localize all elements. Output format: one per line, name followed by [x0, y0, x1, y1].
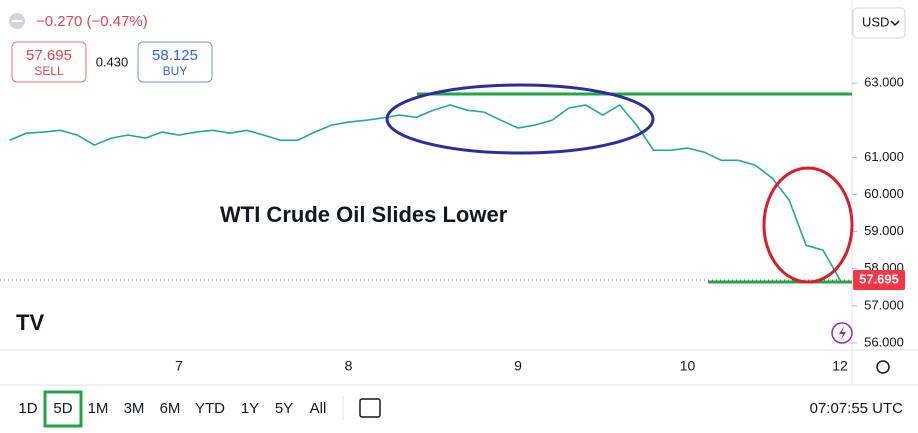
x-tick-label: 9 [514, 358, 522, 374]
buy-label: BUY [163, 64, 188, 78]
timeframe-button[interactable]: 1D [18, 400, 37, 417]
timeframe-button[interactable]: 6M [160, 400, 181, 417]
buy-button[interactable] [137, 41, 213, 83]
settings-button[interactable] [876, 360, 890, 374]
drop-ellipse [762, 166, 854, 284]
spread: 0.430 [96, 54, 129, 69]
sell-button[interactable] [11, 41, 87, 83]
timeframe-button[interactable]: 1M [88, 400, 109, 417]
y-tick-label: 56.000 [864, 334, 904, 349]
x-tick-label: 12 [832, 358, 848, 374]
chevron [890, 20, 900, 27]
y-tick-label: 57.000 [864, 297, 904, 312]
logo: TV [16, 310, 44, 335]
bolt [839, 326, 846, 340]
x-tick-label: 8 [345, 358, 353, 374]
buy-price: 58.125 [152, 47, 198, 64]
x-tick-label: 7 [175, 358, 183, 374]
y-tick-label: 60.000 [864, 186, 904, 201]
timeframe-button[interactable]: All [310, 400, 327, 417]
timeframe-button[interactable]: 1Y [241, 400, 259, 417]
timeframe-button[interactable]: YTD [195, 400, 225, 417]
timeframe-button[interactable]: 5Y [275, 400, 293, 417]
sell-price: 57.695 [26, 47, 72, 64]
price-line [9, 103, 841, 281]
y-tick-label: 63.000 [864, 75, 904, 90]
last-price-label: 57.695 [859, 271, 899, 286]
selected-frame [43, 390, 83, 428]
y-tick-label: 61.000 [864, 149, 904, 164]
y-tick-label: 59.000 [864, 223, 904, 238]
clock: 07:07:55 UTC [810, 400, 904, 417]
last-price-badge [853, 270, 905, 291]
sell-label: SELL [34, 64, 64, 78]
chart-annotation: WTI Crude Oil Slides Lower [220, 202, 508, 227]
range-ellipse [385, 83, 655, 155]
timeframe-button[interactable]: 5D [53, 400, 72, 417]
price-change: −0.270 (−0.47%) [36, 13, 148, 30]
currency: USD [862, 14, 889, 29]
timeframe-button[interactable]: 3M [124, 400, 145, 417]
currency-button[interactable] [852, 7, 906, 39]
collapse-icon [12, 20, 22, 22]
x-tick-label: 10 [680, 358, 696, 374]
date-range-button[interactable] [359, 398, 381, 418]
